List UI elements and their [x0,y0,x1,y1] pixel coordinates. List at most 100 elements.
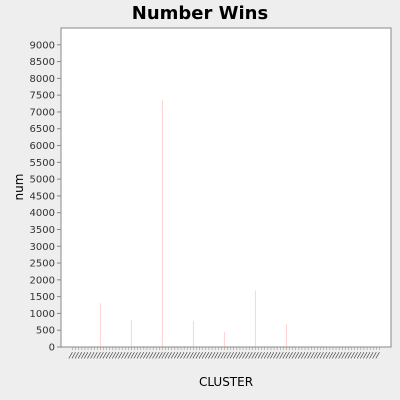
x-tick-label: — [316,350,328,361]
x-tick-label: — [114,350,126,361]
x-tick-label: — [151,350,163,361]
x-tick-label: — [250,350,262,361]
x-tick-label: — [331,350,343,361]
x-tick-label: — [92,350,104,361]
x-tick-label: — [343,350,355,361]
y-axis-label: num [12,174,26,201]
bar [254,290,256,347]
x-tick-label: — [328,350,340,361]
x-tick-label: — [145,350,157,361]
y-tick-label: 8500 [30,57,55,68]
x-tick-label: — [108,350,120,361]
x-tick-label: — [126,350,138,361]
x-tick-label: — [201,350,213,361]
bar [130,320,132,347]
x-tick-label: — [105,350,117,361]
x-tick-label: — [148,350,160,361]
x-tick-label: — [173,350,185,361]
x-tick-label: — [198,350,210,361]
x-tick-label: — [306,350,318,361]
x-tick-label: — [207,350,219,361]
y-tick-label: 9000 [30,40,55,51]
x-tick-label: — [350,350,362,361]
bar [161,100,163,348]
y-tick-label: 6000 [30,141,55,152]
bars-group [99,100,287,348]
x-tick-label: — [117,350,129,361]
x-tick-label: — [120,350,132,361]
x-tick-label: — [111,350,123,361]
x-tick-label: — [337,350,349,361]
x-tick-label: — [291,350,303,361]
x-tick-label: — [89,350,101,361]
x-tick-label: — [102,350,114,361]
y-tick-label: 8000 [30,74,55,85]
x-tick-label: — [213,350,225,361]
x-tick-label: — [303,350,315,361]
x-tick-label: — [164,350,176,361]
x-tick-label: — [312,350,324,361]
y-axis: 0 500 1000 1500 2000 2500 3000 3500 4000 4500 5000… [30,40,61,354]
x-tick-label: — [219,350,231,361]
x-tick-label: — [281,350,293,361]
y-tick-label: 5000 [30,175,55,186]
x-tick-label: — [272,350,284,361]
y-tick-label: 500 [36,326,55,337]
y-tick-label: 2000 [30,275,55,286]
x-tick-label: — [288,350,300,361]
x-tick-label: — [247,350,259,361]
y-tick-label: 2500 [30,259,55,270]
x-tick-label: — [192,350,204,361]
x-axis: ————————————————————————————————————————… [64,347,383,361]
x-tick-label: — [334,350,346,361]
x-tick-label: — [86,350,98,361]
x-tick-label: — [226,350,238,361]
y-tick-label: 0 [49,343,55,354]
x-tick-label: — [241,350,253,361]
y-tick-label: 4500 [30,191,55,202]
y-tick-label: 5500 [30,158,55,169]
x-tick-label: — [371,350,383,361]
x-tick-label: — [195,350,207,361]
x-tick-label: — [223,350,235,361]
y-tick-label: 7500 [30,91,55,102]
y-tick-label: 7000 [30,107,55,118]
x-tick-label: — [297,350,309,361]
y-tick-label: 1500 [30,292,55,303]
x-tick-label: — [170,350,182,361]
plot-area [60,27,392,348]
x-tick-label: — [269,350,281,361]
bar [285,324,287,347]
x-tick-label: — [83,350,95,361]
x-tick-label: — [188,350,200,361]
x-tick-label: — [179,350,191,361]
bar [223,331,225,347]
x-tick-label: — [123,350,135,361]
x-tick-label: — [309,350,321,361]
x-tick-label: — [260,350,272,361]
x-tick-label: — [136,350,148,361]
x-tick-label: — [294,350,306,361]
y-tick-label: 3500 [30,225,55,236]
x-tick-label: — [238,350,250,361]
x-tick-label: — [182,350,194,361]
x-tick-label: — [278,350,290,361]
x-tick-label: — [263,350,275,361]
x-tick-label: — [68,350,80,361]
y-tick-label: 4000 [30,208,55,219]
x-tick-label: — [142,350,154,361]
x-tick-label: — [64,350,76,361]
x-tick-label: — [244,350,256,361]
x-tick-label: — [359,350,371,361]
x-tick-label: — [229,350,241,361]
x-tick-label: — [154,350,166,361]
x-tick-label: — [204,350,216,361]
x-tick-label: — [362,350,374,361]
x-tick-label: — [254,350,266,361]
x-tick-label: — [322,350,334,361]
x-tick-label: — [71,350,83,361]
x-tick-label: — [353,350,365,361]
x-tick-label: — [80,350,92,361]
bar [99,303,101,347]
